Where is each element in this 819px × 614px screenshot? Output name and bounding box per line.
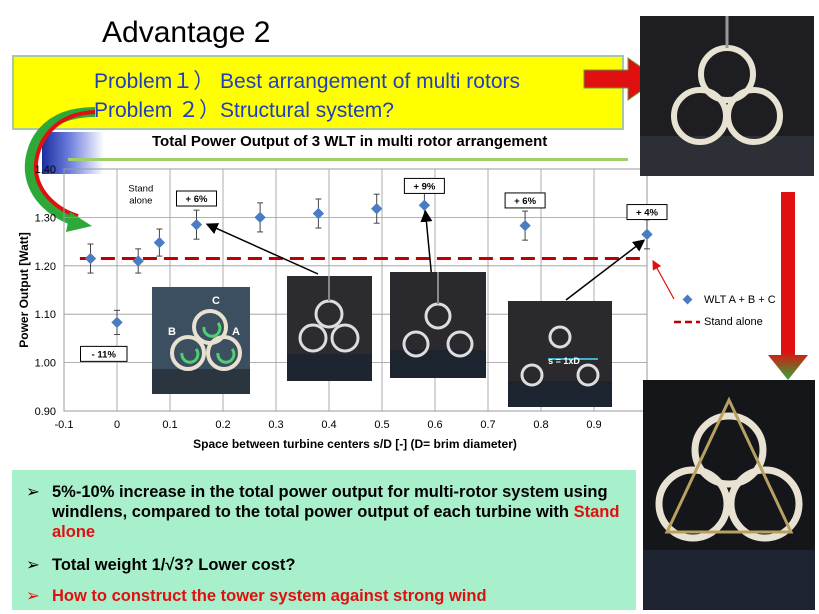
bullet-1-highlight: Stand alone bbox=[52, 503, 620, 541]
photo-label-a: A bbox=[232, 326, 240, 338]
annotation-label: + 6% bbox=[186, 194, 208, 205]
annotation-label: + 4% bbox=[636, 208, 658, 219]
data-point bbox=[84, 252, 97, 265]
bullet-marker-icon: ➢ bbox=[26, 483, 40, 501]
data-point bbox=[254, 211, 266, 224]
bullet-marker-icon: ➢ bbox=[26, 587, 40, 605]
x-tick-label: 0 bbox=[114, 419, 120, 431]
problem-1-text: Problem１） Best arrangement of multi roto… bbox=[94, 70, 520, 93]
annotation-label: alone bbox=[129, 196, 152, 207]
annotation-label: + 9% bbox=[413, 181, 435, 192]
bullet-2-text: Total weight 1/√3? Lower cost? bbox=[52, 556, 296, 574]
legend-marker-wlt bbox=[682, 294, 693, 305]
y-tick-label: 1.10 bbox=[35, 309, 56, 321]
x-axis-label: Space between turbine centers s/D [-] (D… bbox=[193, 437, 517, 451]
annotation-box bbox=[504, 192, 546, 209]
summary-box: ➢ 5%-10% increase in the total power out… bbox=[12, 470, 636, 610]
photo-top-right-turbines bbox=[640, 16, 814, 176]
x-tick-label: 0.2 bbox=[215, 419, 230, 431]
annotation-box bbox=[626, 204, 668, 221]
data-point bbox=[641, 228, 653, 240]
annotation-box bbox=[80, 345, 128, 362]
blue-gradient-decoration bbox=[42, 132, 104, 174]
pointer-arrow bbox=[205, 223, 319, 275]
annotation-box bbox=[176, 190, 217, 207]
annotation-label: + 6% bbox=[514, 196, 536, 207]
data-point bbox=[132, 255, 144, 267]
problem-2-text: Problem ２）Structural system? bbox=[94, 99, 394, 122]
bullet-1-text: 5%-10% increase in the total power outpu… bbox=[52, 483, 608, 521]
data-point bbox=[519, 219, 531, 232]
photo-mid-spacing bbox=[390, 272, 486, 378]
x-tick-label: 0.1 bbox=[162, 419, 177, 431]
x-tick-label: 0.4 bbox=[321, 419, 336, 431]
annotation-label: - 11% bbox=[92, 349, 117, 360]
y-tick-label: 1.20 bbox=[35, 261, 56, 273]
legend-label-wlt: WLT A + B + C bbox=[704, 294, 776, 306]
photo-label-c: C bbox=[212, 295, 220, 307]
plot-area bbox=[63, 168, 648, 412]
photo-bottom-right-turbines bbox=[643, 380, 815, 610]
x-tick-label: 0.3 bbox=[268, 419, 283, 431]
data-point bbox=[190, 219, 203, 231]
pointer-arrow bbox=[420, 209, 433, 281]
data-point bbox=[111, 316, 123, 329]
data-point bbox=[418, 199, 431, 211]
legend-pointer-arrow bbox=[652, 259, 675, 300]
divider-line bbox=[68, 158, 628, 161]
problem-box: Problem１） Best arrangement of multi roto… bbox=[12, 55, 624, 130]
x-tick-label: -0.1 bbox=[55, 419, 74, 431]
curved-arrow-icon bbox=[24, 107, 96, 227]
bullet-3-text: How to construct the tower system agains… bbox=[52, 587, 487, 605]
annotation-box bbox=[403, 177, 445, 194]
photo-label-b: B bbox=[168, 326, 176, 338]
x-tick-label: 0.7 bbox=[480, 419, 495, 431]
x-tick-label: 0.8 bbox=[533, 419, 548, 431]
annotation-label: Stand bbox=[128, 184, 153, 195]
down-arrow-icon bbox=[768, 192, 808, 380]
y-tick-label: 1.40 bbox=[35, 164, 56, 176]
x-tick-label: 0.5 bbox=[374, 419, 389, 431]
y-tick-label: 1.30 bbox=[35, 212, 56, 224]
slide-title: Advantage 2 bbox=[102, 16, 271, 49]
photo-wide-spacing: s = 1xD bbox=[508, 301, 612, 407]
y-tick-label: 0.90 bbox=[35, 406, 56, 418]
data-point bbox=[312, 207, 325, 220]
y-tick-label: 1.00 bbox=[35, 358, 56, 370]
data-point bbox=[371, 203, 383, 215]
legend-label-standalone: Stand alone bbox=[704, 316, 763, 328]
photo-label-spacing: s = 1xD bbox=[548, 356, 580, 366]
y-axis-label: Power Output [Watt] bbox=[17, 232, 31, 348]
photo-abc-arrangement: C B A bbox=[152, 287, 250, 394]
bullet-marker-icon: ➢ bbox=[26, 556, 40, 574]
x-tick-label: 0.6 bbox=[427, 419, 442, 431]
pointer-arrow bbox=[565, 239, 646, 301]
x-tick-label: 0.9 bbox=[586, 419, 601, 431]
chart-legend: WLT A + B + C Stand alone bbox=[674, 294, 776, 328]
chart-title: Total Power Output of 3 WLT in multi rot… bbox=[152, 133, 548, 150]
data-point bbox=[153, 236, 166, 249]
photo-close-spacing bbox=[287, 276, 372, 381]
